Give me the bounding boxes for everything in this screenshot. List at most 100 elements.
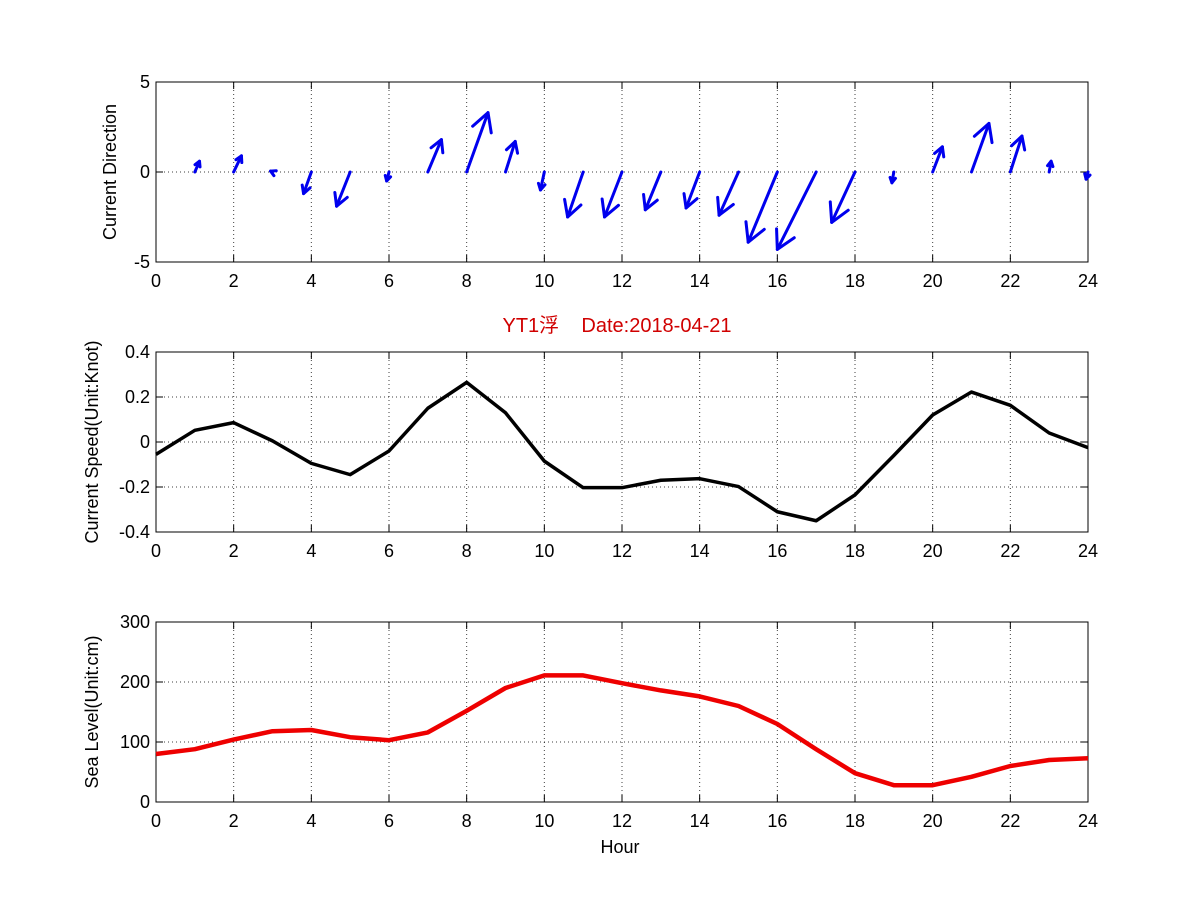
current-arrow bbox=[465, 111, 493, 174]
x-tick-label: 4 bbox=[306, 811, 316, 831]
x-tick-label: 6 bbox=[384, 271, 394, 291]
arrow-head bbox=[563, 197, 583, 219]
arrow-shaft bbox=[684, 170, 702, 210]
arrow-head bbox=[333, 190, 349, 208]
y-tick-label: 0 bbox=[140, 432, 150, 452]
x-tick-label: 20 bbox=[923, 811, 943, 831]
arrow-head bbox=[972, 121, 994, 145]
arrow-head bbox=[234, 154, 244, 165]
arrow-shaft bbox=[830, 170, 857, 224]
figure-title: YT1浮 Date:2018-04-21 bbox=[502, 314, 731, 337]
x-tick-label: 12 bbox=[612, 541, 632, 561]
x-tick-label: 14 bbox=[690, 811, 710, 831]
x-tick-label: 18 bbox=[845, 811, 865, 831]
arrow-head bbox=[716, 195, 735, 217]
current-arrow bbox=[775, 170, 818, 251]
current-arrow bbox=[504, 139, 520, 174]
current-arrow bbox=[600, 170, 624, 219]
speed-panel: 0 2 4 6 8 10 12 14 16 18 20 22 24-0.4-0.200.20.4Curr… bbox=[82, 340, 1098, 561]
arrow-head bbox=[471, 111, 493, 135]
current-arrow bbox=[970, 121, 994, 174]
x-tick-label: 14 bbox=[690, 541, 710, 561]
x-tick-label: 24 bbox=[1078, 271, 1098, 291]
x-tick-label: 22 bbox=[1000, 811, 1020, 831]
current-arrow bbox=[1046, 159, 1055, 174]
arrow-shaft bbox=[1008, 134, 1024, 174]
x-tick-label: 18 bbox=[845, 271, 865, 291]
arrow-head bbox=[269, 169, 278, 178]
current-arrow bbox=[426, 138, 445, 174]
arrow-head bbox=[682, 192, 699, 210]
arrow-shaft bbox=[775, 170, 818, 251]
x-tick-label: 8 bbox=[462, 541, 472, 561]
x-tick-label: 18 bbox=[845, 541, 865, 561]
current-arrow bbox=[1083, 170, 1092, 181]
arrow-head bbox=[933, 145, 946, 159]
x-tick-label: 16 bbox=[767, 541, 787, 561]
x-tick-label: 2 bbox=[229, 271, 239, 291]
current-arrow bbox=[193, 159, 202, 174]
y-axis-label: Sea Level(Unit:cm) bbox=[82, 635, 102, 788]
arrow-shaft bbox=[746, 170, 779, 244]
x-tick-label: 2 bbox=[229, 811, 239, 831]
x-tick-label: 4 bbox=[306, 271, 316, 291]
arrow-shaft bbox=[335, 170, 352, 208]
arrow-shaft bbox=[426, 138, 443, 174]
y-tick-label: 0 bbox=[140, 792, 150, 812]
x-tick-label: 10 bbox=[534, 271, 554, 291]
arrow-shaft bbox=[504, 139, 517, 174]
x-tick-label: 2 bbox=[229, 541, 239, 561]
x-tick-label: 22 bbox=[1000, 271, 1020, 291]
current-arrow bbox=[716, 170, 740, 217]
x-tick-label: 10 bbox=[534, 541, 554, 561]
x-tick-label: 8 bbox=[462, 811, 472, 831]
y-tick-label: 5 bbox=[140, 72, 150, 92]
arrow-shaft bbox=[465, 111, 490, 174]
arrow-shaft bbox=[603, 170, 624, 219]
y-tick-label: 300 bbox=[120, 612, 150, 632]
y-tick-label: -5 bbox=[134, 252, 150, 272]
current-arrow bbox=[744, 170, 779, 244]
y-axis-label: Current Speed(Unit:Knot) bbox=[82, 340, 102, 543]
x-tick-label: 20 bbox=[923, 271, 943, 291]
current-arrow bbox=[383, 170, 393, 183]
x-tick-label: 24 bbox=[1078, 541, 1098, 561]
arrow-head bbox=[429, 138, 445, 155]
current-arrow bbox=[563, 170, 585, 219]
x-tick-label: 16 bbox=[767, 271, 787, 291]
current-arrow bbox=[931, 145, 946, 174]
current-arrow bbox=[642, 170, 663, 212]
arrow-shaft bbox=[302, 170, 313, 196]
arrow-head bbox=[536, 181, 547, 192]
y-tick-label: -0.4 bbox=[119, 522, 150, 542]
current-arrow bbox=[682, 170, 702, 210]
current-arrow bbox=[333, 170, 352, 208]
arrow-head bbox=[300, 183, 312, 196]
x-axis-label: Hour bbox=[600, 837, 639, 857]
arrow-shaft bbox=[931, 145, 944, 174]
x-tick-label: 10 bbox=[534, 811, 554, 831]
current-arrow bbox=[300, 170, 313, 196]
x-tick-label: 0 bbox=[151, 541, 161, 561]
arrow-head bbox=[828, 200, 850, 224]
y-tick-label: 200 bbox=[120, 672, 150, 692]
arrow-head bbox=[383, 173, 393, 183]
x-tick-label: 16 bbox=[767, 811, 787, 831]
current-arrow bbox=[888, 170, 897, 185]
arrow-head bbox=[744, 220, 766, 244]
arrow-head bbox=[1046, 159, 1055, 169]
y-tick-label: -0.2 bbox=[119, 477, 150, 497]
x-tick-label: 12 bbox=[612, 811, 632, 831]
current-arrow bbox=[269, 169, 278, 178]
x-tick-label: 8 bbox=[462, 271, 472, 291]
arrow-head bbox=[1083, 172, 1092, 181]
y-axis-label: Current Direction bbox=[100, 104, 120, 240]
x-tick-label: 0 bbox=[151, 271, 161, 291]
current-arrow bbox=[536, 170, 547, 192]
x-tick-label: 4 bbox=[306, 541, 316, 561]
arrow-shaft bbox=[643, 170, 663, 212]
arrow-head bbox=[193, 159, 202, 169]
x-tick-label: 6 bbox=[384, 541, 394, 561]
